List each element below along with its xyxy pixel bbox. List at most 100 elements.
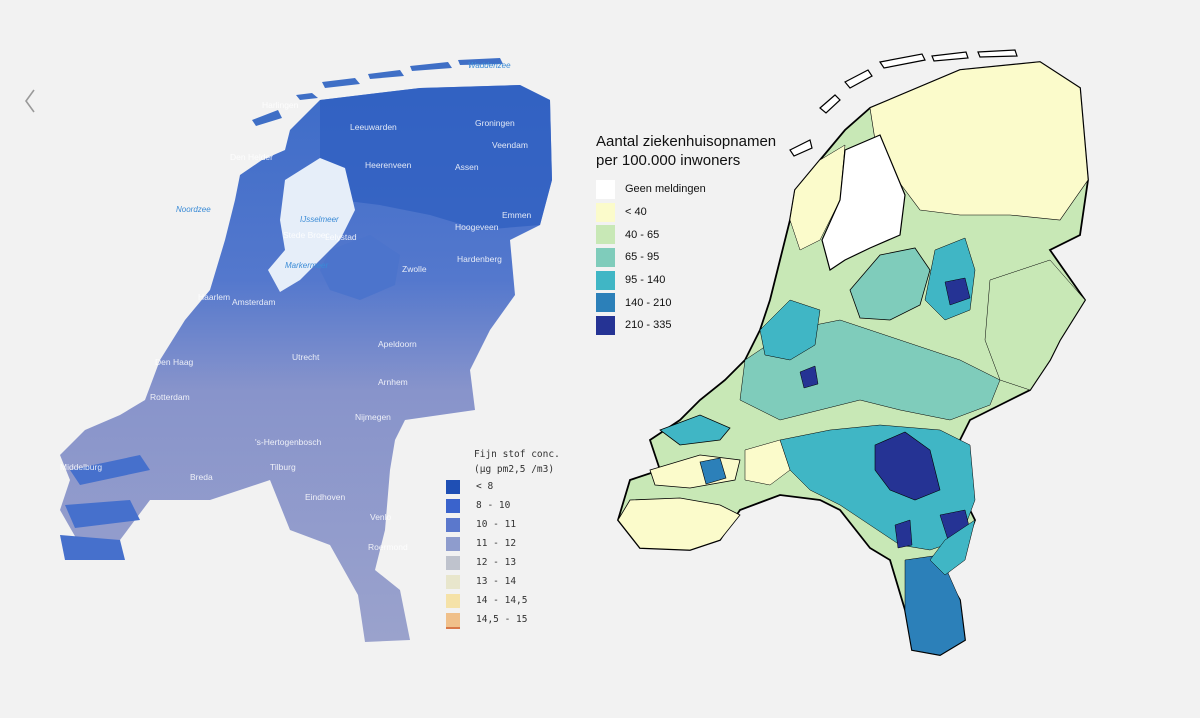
place-label: Den Haag bbox=[155, 357, 194, 367]
legend-label: 14 - 14,5 bbox=[476, 595, 528, 606]
pm25-map: Groningen Leeuwarden Heerenveen Assen Em… bbox=[60, 58, 552, 642]
legend-item: 210 - 335 bbox=[596, 314, 816, 337]
region-brabant-west bbox=[744, 439, 791, 486]
legend-item: 10 - 11 bbox=[446, 515, 586, 534]
region-limburg bbox=[904, 554, 966, 656]
place-label: Amsterdam bbox=[232, 297, 275, 307]
place-label: Assen bbox=[455, 162, 479, 172]
region-high bbox=[874, 431, 941, 501]
place-label: Arnhem bbox=[378, 377, 408, 387]
hospital-legend: Aantal ziekenhuisopnamen per 100.000 inw… bbox=[596, 132, 816, 337]
place-label: Leeuwarden bbox=[350, 122, 397, 132]
legend-item: 8 - 10 bbox=[446, 496, 586, 515]
wadden-island-shape bbox=[977, 49, 1018, 58]
place-label: Utrecht bbox=[292, 352, 320, 362]
place-label: Hoogeveen bbox=[455, 222, 499, 232]
legend-swatch bbox=[596, 247, 615, 267]
wadden-island-shape bbox=[844, 69, 873, 89]
legend-swatch bbox=[446, 593, 460, 608]
region-north bbox=[869, 61, 1089, 221]
legend-swatch bbox=[596, 225, 615, 245]
region-zeeland-inlet bbox=[699, 457, 727, 485]
legend-label: 11 - 12 bbox=[476, 538, 517, 549]
legend-swatch bbox=[596, 293, 615, 313]
legend-label: Geen meldingen bbox=[625, 183, 706, 196]
legend-item: 95 - 140 bbox=[596, 269, 816, 292]
place-label: Roermond bbox=[368, 542, 408, 552]
place-label: Rotterdam bbox=[150, 392, 190, 402]
legend-item: 14 - 14,5 bbox=[446, 591, 586, 610]
place-label: 's-Hertogenbosch bbox=[255, 437, 322, 447]
legend-label: 14,5 - 15 bbox=[476, 614, 528, 625]
pm25-legend: Fijn stof conc. (µg pm2,5 /m3) < 8 8 - 10… bbox=[446, 447, 586, 629]
region-limburg-north bbox=[929, 519, 976, 576]
region-zeeland-south bbox=[617, 497, 741, 551]
water-label: Waddenzee bbox=[468, 61, 511, 70]
region-brabant bbox=[779, 424, 976, 551]
legend-underline bbox=[446, 627, 460, 629]
region-overijssel bbox=[924, 237, 976, 321]
place-label: Tilburg bbox=[270, 462, 296, 472]
place-label: Zwolle bbox=[402, 264, 427, 274]
region-gelderland bbox=[984, 259, 1086, 391]
legend-item: 13 - 14 bbox=[446, 572, 586, 591]
legend-item: < 40 bbox=[596, 201, 816, 224]
legend-item: 40 - 65 bbox=[596, 223, 816, 246]
legend-label: < 40 bbox=[625, 206, 647, 219]
legend-swatch bbox=[446, 536, 460, 551]
region-high bbox=[894, 519, 913, 549]
water-label: Noordzee bbox=[176, 205, 211, 214]
wadden-islands bbox=[252, 58, 503, 126]
north-region bbox=[320, 85, 552, 230]
place-label: Heerenveen bbox=[365, 160, 412, 170]
zeeland-islands bbox=[60, 455, 150, 560]
legend-label: 10 - 11 bbox=[476, 519, 517, 530]
legend-title: Fijn stof conc. bbox=[474, 449, 560, 460]
place-label: Eindhoven bbox=[305, 492, 345, 502]
legend-item: 65 - 95 bbox=[596, 246, 816, 269]
region-zeeland-island bbox=[659, 414, 731, 446]
legend-label: < 8 bbox=[476, 481, 494, 492]
legend-title-line: per 100.000 inwoners bbox=[596, 152, 741, 169]
wadden-island-shape bbox=[878, 53, 926, 69]
place-label: Venlo bbox=[370, 512, 392, 522]
ijsselmeer bbox=[268, 158, 355, 292]
place-label: Veendam bbox=[492, 140, 528, 150]
water-label: IJsselmeer bbox=[300, 215, 339, 224]
legend-label: 140 - 210 bbox=[625, 296, 672, 309]
legend-label: 40 - 65 bbox=[625, 228, 660, 241]
chevron-left-icon[interactable] bbox=[20, 86, 44, 116]
place-label: Harlingen bbox=[262, 100, 299, 110]
legend-swatch bbox=[446, 479, 460, 494]
place-label: Haarlem bbox=[198, 292, 230, 302]
legend-swatch bbox=[446, 555, 460, 570]
place-label: Groningen bbox=[475, 118, 515, 128]
legend-label: 95 - 140 bbox=[625, 274, 666, 287]
legend-label: 210 - 335 bbox=[625, 319, 672, 332]
place-label: Breda bbox=[190, 472, 213, 482]
legend-swatch bbox=[446, 574, 460, 589]
water-label: Markermeer bbox=[285, 261, 328, 270]
flevoland bbox=[320, 235, 400, 300]
netherlands-shape bbox=[60, 85, 552, 642]
legend-swatch bbox=[446, 498, 460, 513]
legend-swatch bbox=[596, 270, 615, 290]
legend-swatch bbox=[596, 202, 615, 222]
legend-swatch bbox=[596, 315, 615, 335]
legend-label: 13 - 14 bbox=[476, 576, 517, 587]
legend-subtitle: (µg pm2,5 /m3) bbox=[474, 464, 555, 475]
place-label: Apeldoorn bbox=[378, 339, 417, 349]
place-label: Hardenberg bbox=[457, 254, 502, 264]
place-label: Nijmegen bbox=[355, 412, 391, 422]
legend-label: 12 - 13 bbox=[476, 557, 517, 568]
ijsselmeer bbox=[821, 134, 906, 271]
legend-label: 65 - 95 bbox=[625, 251, 660, 264]
region-high bbox=[944, 277, 971, 306]
region-flevoland bbox=[849, 247, 931, 321]
legend-label: 8 - 10 bbox=[476, 500, 511, 511]
legend-title: Aantal ziekenhuisopnamen per 100.000 inw… bbox=[596, 132, 816, 170]
place-labels: Groningen Leeuwarden Heerenveen Assen Em… bbox=[60, 100, 532, 552]
wadden-island-shape bbox=[819, 94, 841, 114]
place-label: Middelburg bbox=[60, 462, 102, 472]
